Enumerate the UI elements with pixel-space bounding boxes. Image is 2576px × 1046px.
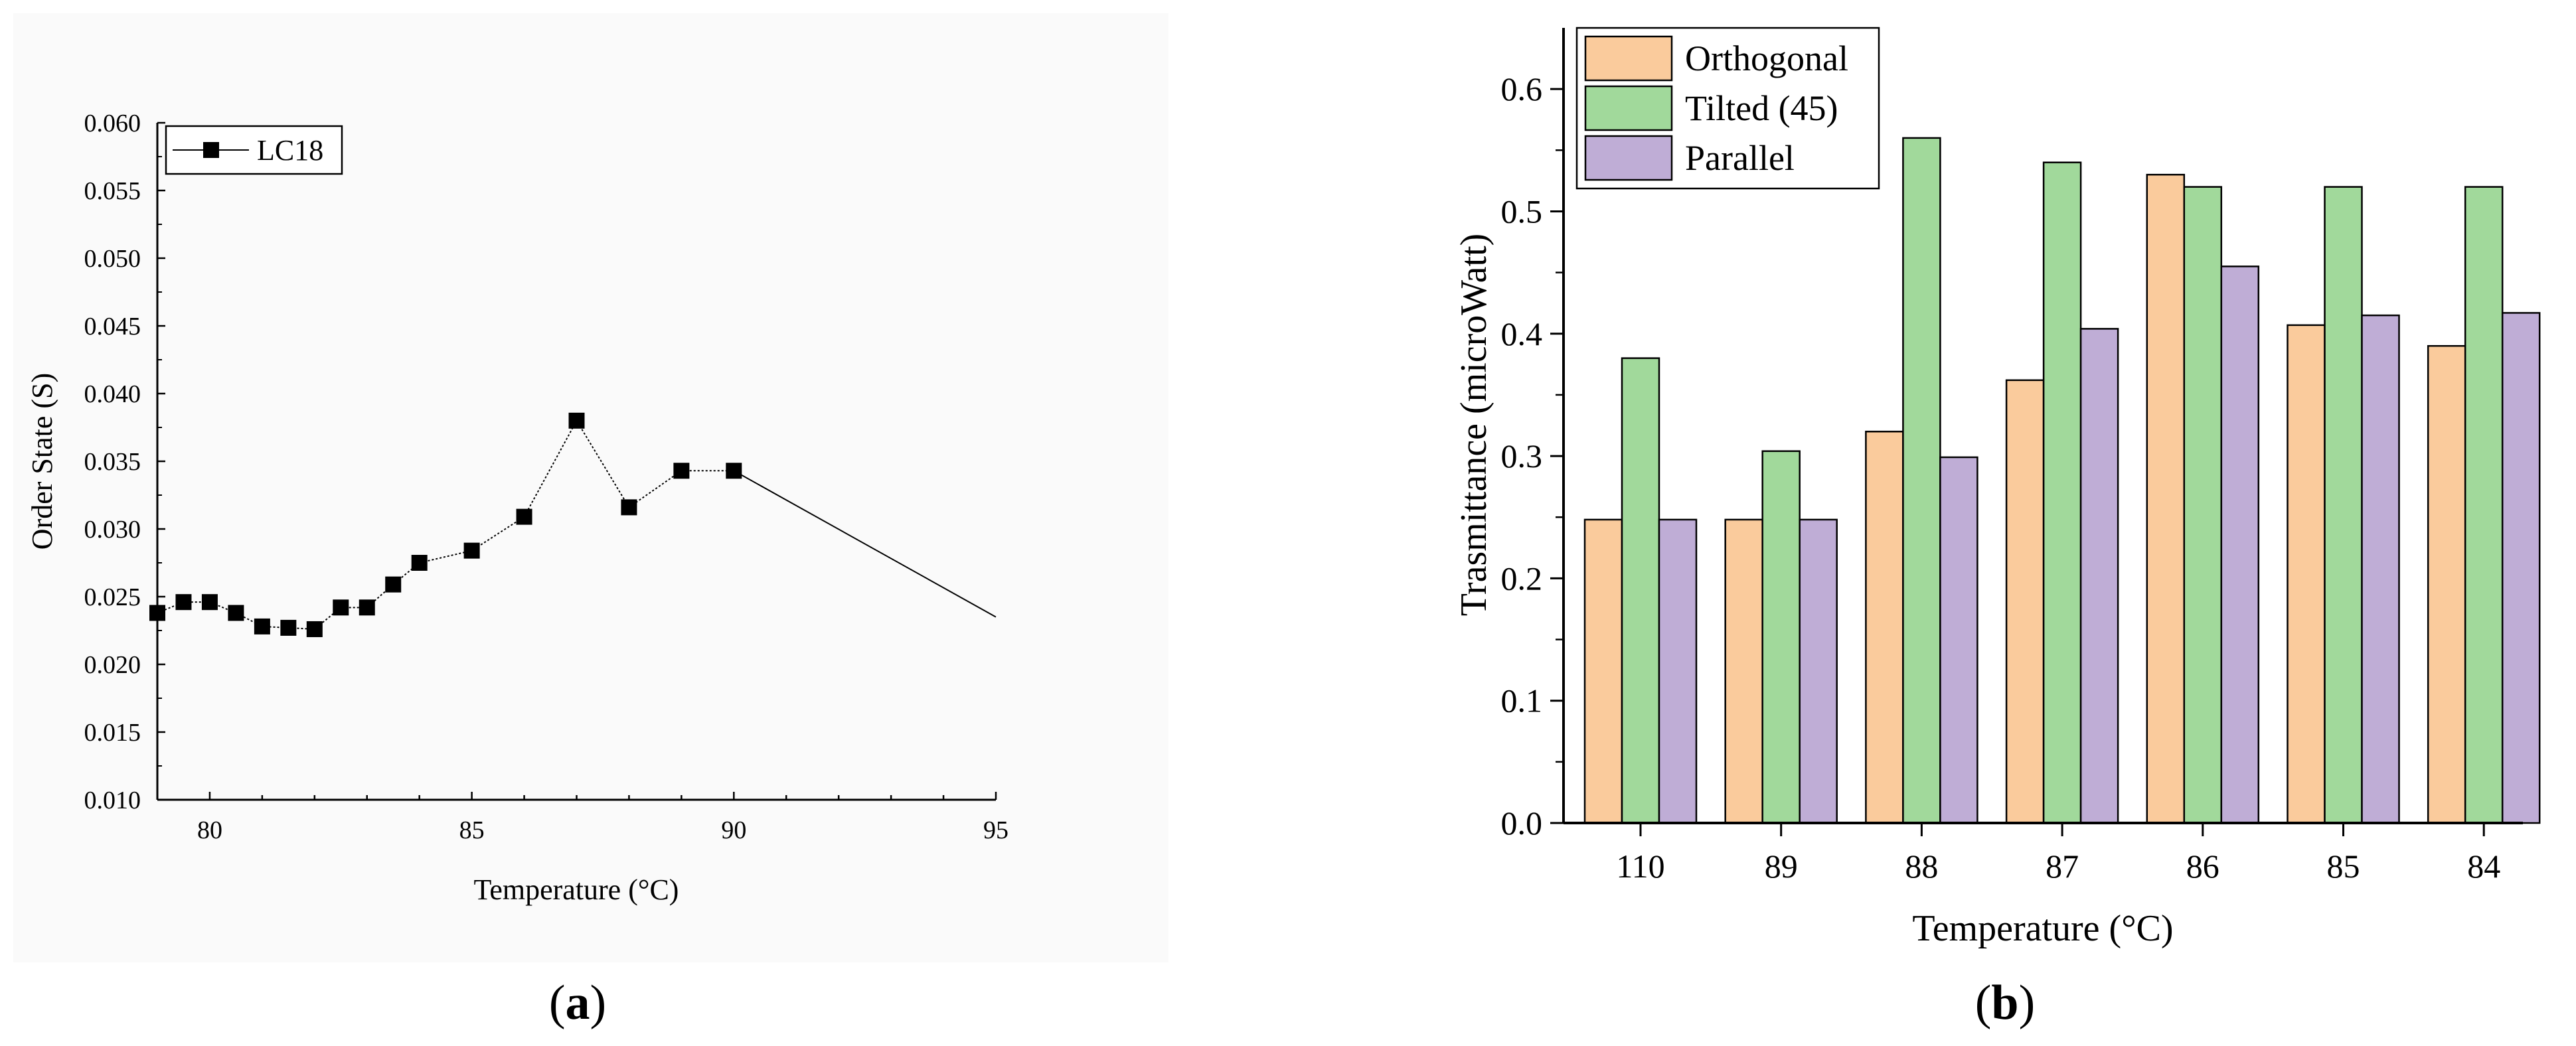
chart-a-point xyxy=(726,463,742,479)
chart-a-point xyxy=(333,599,349,616)
chart-b-bar xyxy=(2005,379,2045,824)
chart-a-ytick-label: 0.010 xyxy=(84,786,141,814)
chart-a-ytick-label: 0.035 xyxy=(84,448,141,476)
chart-b-bar xyxy=(2361,314,2400,824)
chart-b-legend-label-tilted: Tilted (45) xyxy=(1685,88,1838,128)
chart-b-bar xyxy=(2146,173,2186,824)
chart-a-x-axis-title: Temperature (°C) xyxy=(474,873,679,906)
chart-b-ticks: 110 89 88 87 86 85 84 0.0 0.1 0.2 0.3 0.4 0.5 0.6 xyxy=(1501,70,2501,885)
chart-a-y-axis-title: Order State (S) xyxy=(26,373,58,550)
chart-a-ytick-label: 0.045 xyxy=(84,313,141,340)
chart-a-point xyxy=(568,412,585,429)
panel-label-a-letter: a xyxy=(566,976,590,1030)
chart-a-ytick-label: 0.055 xyxy=(84,177,141,205)
chart-b-bar xyxy=(2501,312,2541,824)
chart-a-trailing-line xyxy=(733,470,997,618)
panel-label-b: (b) xyxy=(1975,976,2035,1030)
chart-a-series-lc18 xyxy=(149,412,997,637)
chart-b-ytick-label: 0.3 xyxy=(1501,437,1543,475)
chart-b-ytick-label: 0.6 xyxy=(1501,70,1543,108)
chart-a-ticks: 0.010 0.015 0.020 0.025 0.030 0.035 0.040 0.045… xyxy=(84,110,1009,844)
chart-a-legend-marker xyxy=(203,142,219,158)
chart-a-point xyxy=(254,618,270,635)
chart-a-point xyxy=(411,555,428,571)
chart-b-bar xyxy=(2464,186,2504,824)
chart-a-ytick-label: 0.040 xyxy=(84,380,141,408)
chart-b-legend-label-parallel: Parallel xyxy=(1685,138,1795,178)
chart-a-point xyxy=(385,576,402,593)
chart-b-bar xyxy=(1658,518,1698,824)
chart-b-bar xyxy=(2220,265,2260,824)
chart-b-transmittance: 110 89 88 87 86 85 84 0.0 0.1 0.2 0.3 0.4 0.5 0.6 Tem… xyxy=(1453,27,2541,949)
chart-b-bar xyxy=(1865,430,1904,824)
panel-label-b-open: ( xyxy=(1975,976,1992,1030)
chart-a-point xyxy=(201,594,218,611)
chart-a-ytick-label: 0.020 xyxy=(84,651,141,679)
chart-b-bar xyxy=(2427,344,2466,824)
chart-a-xtick-label: 85 xyxy=(459,816,485,844)
chart-b-ytick-label: 0.2 xyxy=(1501,560,1543,597)
chart-b-xtick-label: 88 xyxy=(1905,848,1938,885)
chart-a-ytick-label: 0.050 xyxy=(84,245,141,273)
chart-b-bar xyxy=(1939,456,1978,824)
chart-b-bar xyxy=(1799,518,1838,824)
panel-label-b-letter: b xyxy=(1991,976,2018,1030)
chart-b-bar xyxy=(2287,324,2326,824)
chart-a-point xyxy=(463,542,480,559)
panel-label-a-close: ) xyxy=(590,976,607,1030)
chart-a-xtick-label: 80 xyxy=(197,816,222,844)
chart-a-point xyxy=(673,463,690,479)
chart-b-legend-swatch-orthogonal xyxy=(1584,35,1673,82)
chart-b-xtick-label: 110 xyxy=(1616,848,1664,885)
chart-a-point xyxy=(149,605,165,621)
chart-b-ytick-label: 0.4 xyxy=(1501,315,1543,352)
chart-b-xtick-label: 87 xyxy=(2046,848,2079,885)
panel-label-a-open: ( xyxy=(549,976,566,1030)
chart-b-legend-label-orthogonal: Orthogonal xyxy=(1685,38,1848,78)
chart-b-ytick-label: 0.5 xyxy=(1501,192,1543,230)
chart-a-ytick-label: 0.030 xyxy=(84,516,141,544)
chart-a-xtick-label: 95 xyxy=(983,816,1008,844)
chart-b-ytick-label: 0.1 xyxy=(1501,682,1543,719)
chart-a-legend-label-lc18: LC18 xyxy=(257,134,323,167)
chart-a-point xyxy=(359,599,375,616)
panel-label-b-close: ) xyxy=(2019,976,2036,1030)
chart-a-point xyxy=(306,621,323,637)
chart-b-bar xyxy=(1583,518,1623,824)
chart-a-legend: LC18 xyxy=(165,125,343,175)
chart-b-bar xyxy=(1902,137,1941,824)
chart-a-ytick-label: 0.060 xyxy=(84,110,141,137)
chart-b-bar xyxy=(2183,186,2223,824)
chart-b-legend-swatch-parallel xyxy=(1584,135,1673,181)
chart-b-xtick-label: 89 xyxy=(1765,848,1798,885)
chart-b-xtick-label: 85 xyxy=(2327,848,2360,885)
chart-b-bar xyxy=(2324,186,2363,824)
chart-a-point xyxy=(280,619,297,636)
chart-a-point xyxy=(175,594,192,611)
chart-b-y-axis-title: Trasmittance (microWatt) xyxy=(1453,234,1494,617)
chart-b-x-axis-title: Temperature (°C) xyxy=(1912,908,2173,949)
chart-a-line xyxy=(157,419,734,630)
chart-b-bar xyxy=(2042,161,2082,824)
panel-label-a: (a) xyxy=(549,976,606,1030)
chart-b-bar xyxy=(1761,450,1801,824)
chart-a-xtick-label: 90 xyxy=(721,816,746,844)
chart-a-point xyxy=(516,508,532,525)
chart-a-point xyxy=(228,605,244,621)
chart-a-order-state: 0.010 0.015 0.020 0.025 0.030 0.035 0.040 0.045… xyxy=(13,13,1168,962)
chart-b-bars xyxy=(1583,137,2541,824)
chart-a-point xyxy=(621,499,637,516)
chart-b-bar xyxy=(1621,357,1660,824)
chart-b-legend: Orthogonal Tilted (45) Parallel xyxy=(1575,27,1880,190)
chart-a-ytick-label: 0.025 xyxy=(84,583,141,611)
chart-b-xtick-label: 84 xyxy=(2467,848,2500,885)
chart-b-ytick-label: 0.0 xyxy=(1501,804,1543,842)
chart-b-legend-swatch-tilted xyxy=(1584,85,1673,131)
chart-b-xtick-label: 86 xyxy=(2186,848,2219,885)
chart-a-ytick-label: 0.015 xyxy=(84,719,141,747)
chart-b-bar xyxy=(1724,518,1763,824)
chart-b-bar xyxy=(2079,328,2119,824)
